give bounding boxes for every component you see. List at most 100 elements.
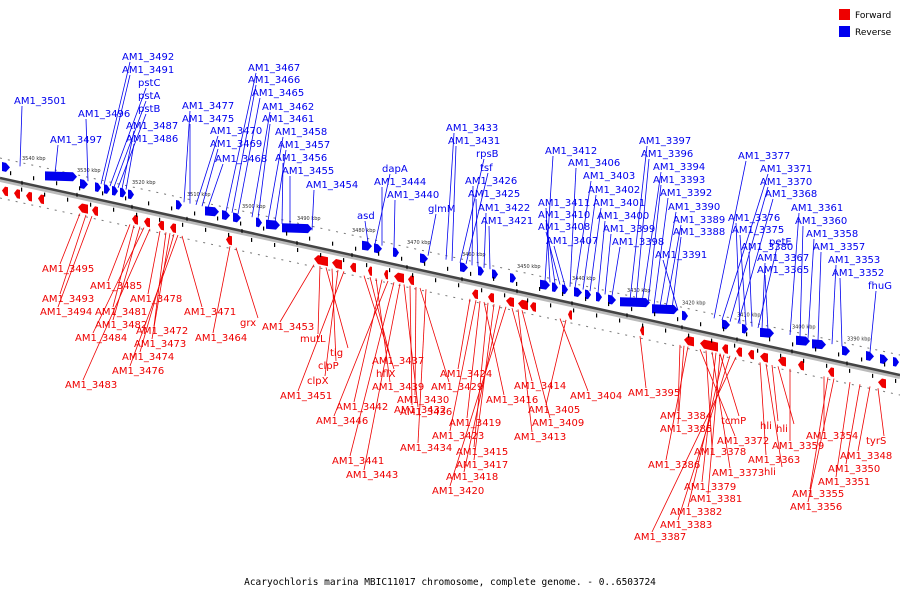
forward-leader-line (112, 225, 135, 308)
legend-item: Reverse (839, 26, 892, 38)
reverse-gene-label: AM1_3461 (262, 114, 314, 125)
reverse-leader-line (274, 149, 287, 223)
reverse-gene-block (842, 345, 850, 356)
map-caption: Acaryochloris marina MBIC11017 chromosom… (244, 577, 656, 588)
reverse-leader-line (799, 225, 804, 338)
forward-gene-label: AM1_3354 (806, 431, 858, 442)
forward-leader-line (59, 213, 81, 265)
forward-gene-label: AM1_3471 (184, 307, 236, 318)
reverse-leader-line (231, 84, 257, 213)
scale-label: 3430 kbp (627, 288, 651, 294)
reverse-gene-block (620, 297, 650, 308)
forward-gene-label: hli (776, 424, 788, 435)
reverse-gene-block (722, 319, 730, 330)
reverse-leader-line (393, 199, 396, 249)
reverse-gene-label: fhuG (868, 281, 892, 292)
forward-gene-block (798, 360, 804, 371)
reverse-leader-line (451, 145, 457, 261)
track-mark (297, 248, 299, 253)
track-mark (366, 263, 368, 268)
reverse-gene-label: glmM (428, 204, 456, 215)
scale-label: 3490 kbp (297, 216, 321, 222)
forward-gene-label: AM1_3415 (456, 447, 508, 458)
track-mark (113, 207, 115, 212)
reverse-gene-label: AM1_3486 (126, 134, 178, 145)
forward-leader-line (665, 346, 689, 461)
track-mark (769, 337, 771, 342)
reverse-gene-block (362, 240, 372, 251)
forward-gene-label: AM1_3413 (514, 432, 566, 443)
track-mark (125, 196, 127, 201)
forward-gene-label: AM1_3363 (748, 455, 800, 466)
reverse-gene-label: AM1_3375 (732, 225, 784, 236)
track-mark (320, 253, 322, 258)
reverse-leader-line (545, 207, 551, 283)
reverse-leader-line (103, 74, 131, 185)
reverse-gene-label: AM1_3469 (210, 139, 262, 150)
reverse-gene-label: AM1_3497 (50, 135, 102, 146)
reverse-gene-label: AM1_3393 (653, 175, 705, 186)
reverse-leader-line (635, 158, 650, 302)
reverse-leader-line (671, 236, 682, 310)
reverse-leader-line (267, 136, 284, 221)
track-mark (148, 201, 150, 206)
reverse-gene-block (742, 323, 748, 334)
track-mark (424, 261, 426, 266)
track-mark (458, 283, 460, 288)
reverse-gene-block (282, 223, 312, 234)
track-mark (539, 286, 541, 291)
reverse-leader-line (629, 145, 648, 300)
forward-leader-line (212, 246, 231, 334)
reverse-leader-line (237, 97, 261, 215)
reverse-leader-line (735, 222, 741, 324)
reverse-gene-label: AM1_3501 (14, 96, 66, 107)
reverse-gene-block (796, 335, 810, 346)
forward-gene-label: AM1_3437 (372, 356, 424, 367)
forward-gene-block (530, 302, 536, 312)
reverse-leader-line (121, 130, 135, 189)
forward-gene-label: AM1_3416 (486, 395, 538, 406)
forward-gene-label: AM1_3395 (628, 388, 680, 399)
forward-leader-line (559, 318, 589, 392)
forward-gene-label: clpP (318, 361, 339, 372)
forward-leader-line (369, 276, 391, 357)
reverse-gene-block (562, 284, 568, 295)
forward-leader-line (877, 388, 885, 437)
track-mark (573, 308, 575, 313)
forward-gene-label: AM1_3446 (316, 416, 368, 427)
track-mark (815, 347, 817, 352)
forward-leader-line (349, 282, 395, 457)
reverse-leader-line (817, 251, 822, 342)
reverse-gene-label: AM1_3371 (760, 164, 812, 175)
reverse-leader-line (251, 111, 271, 218)
track-mark (90, 202, 92, 207)
reverse-gene-label: AM1_3470 (210, 126, 262, 137)
track-mark (872, 373, 874, 378)
reverse-gene-label: AM1_3426 (465, 176, 517, 187)
forward-gene-label: AM1_3478 (130, 294, 182, 305)
forward-gene-block (368, 266, 372, 276)
track-mark (251, 237, 253, 242)
reverse-leader-line (665, 224, 682, 308)
forward-leader-line (517, 309, 533, 433)
scale-label: 3390 kbp (847, 336, 871, 342)
forward-gene-label: AM1_3384 (660, 411, 712, 422)
reverse-gene-block (128, 189, 134, 200)
forward-leader-line (331, 268, 337, 362)
forward-gene-label: hflX (376, 369, 396, 380)
track-mark (355, 246, 357, 251)
reverse-leader-line (869, 290, 877, 353)
forward-gene-block (158, 220, 164, 231)
track-mark (734, 343, 736, 348)
reverse-leader-line (641, 171, 662, 303)
track-mark (389, 268, 391, 273)
reverse-leader-line (839, 277, 843, 347)
reverse-gene-block (608, 294, 616, 305)
track-mark (401, 256, 403, 261)
track-mark (435, 278, 437, 283)
reverse-gene-label: AM1_3398 (612, 237, 664, 248)
reverse-gene-label: pstC (138, 78, 160, 89)
forward-leader-line (707, 353, 721, 495)
forward-gene-block (506, 297, 514, 308)
